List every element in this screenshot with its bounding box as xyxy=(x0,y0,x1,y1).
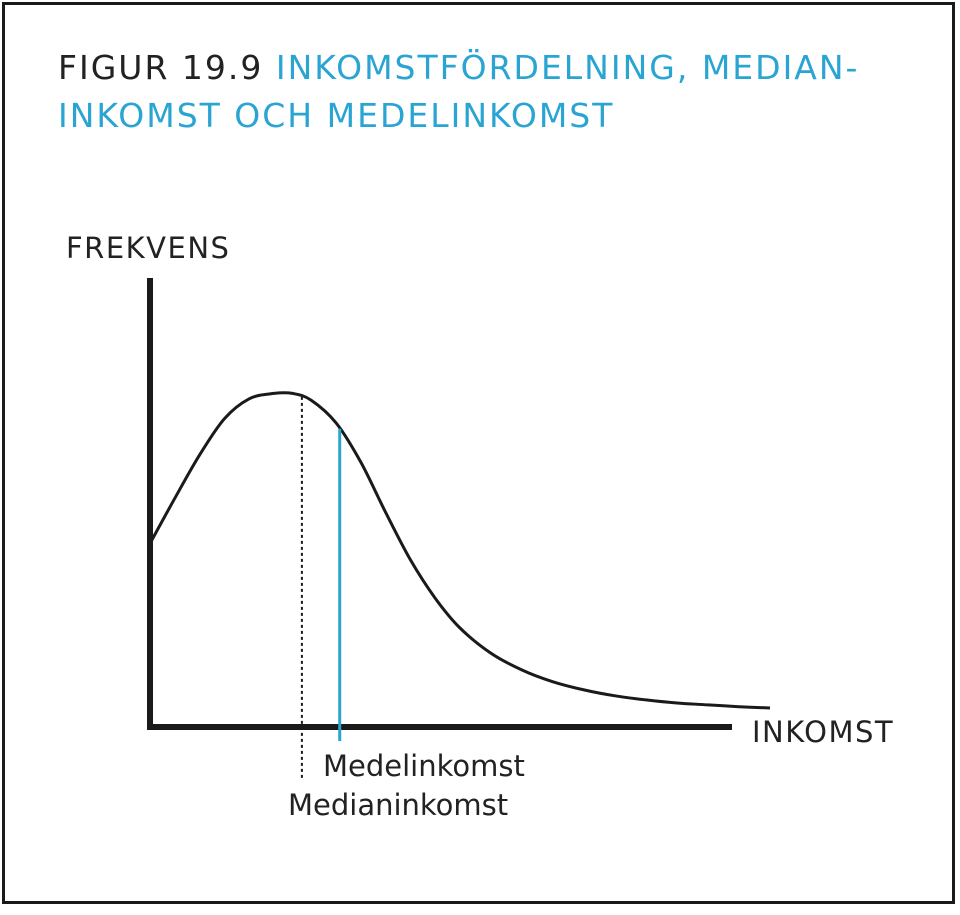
distribution-curve xyxy=(148,391,771,710)
figure-number: FIGUR 19.9 xyxy=(58,48,264,87)
mean-income-label: Medelinkomst xyxy=(323,749,525,783)
x-axis-label: INKOMST xyxy=(752,715,894,749)
median-income-label: Medianinkomst xyxy=(288,788,508,822)
y-axis-label: FREKVENS xyxy=(66,231,230,265)
figure-title-line2: INKOMST OCH MEDELINKOMST xyxy=(58,96,615,135)
figure-frame xyxy=(2,2,955,904)
figure-title: FIGUR 19.9 INKOMSTFÖRDELNING, MEDIAN- IN… xyxy=(58,44,918,140)
figure-title-line1: INKOMSTFÖRDELNING, MEDIAN- xyxy=(275,48,860,87)
